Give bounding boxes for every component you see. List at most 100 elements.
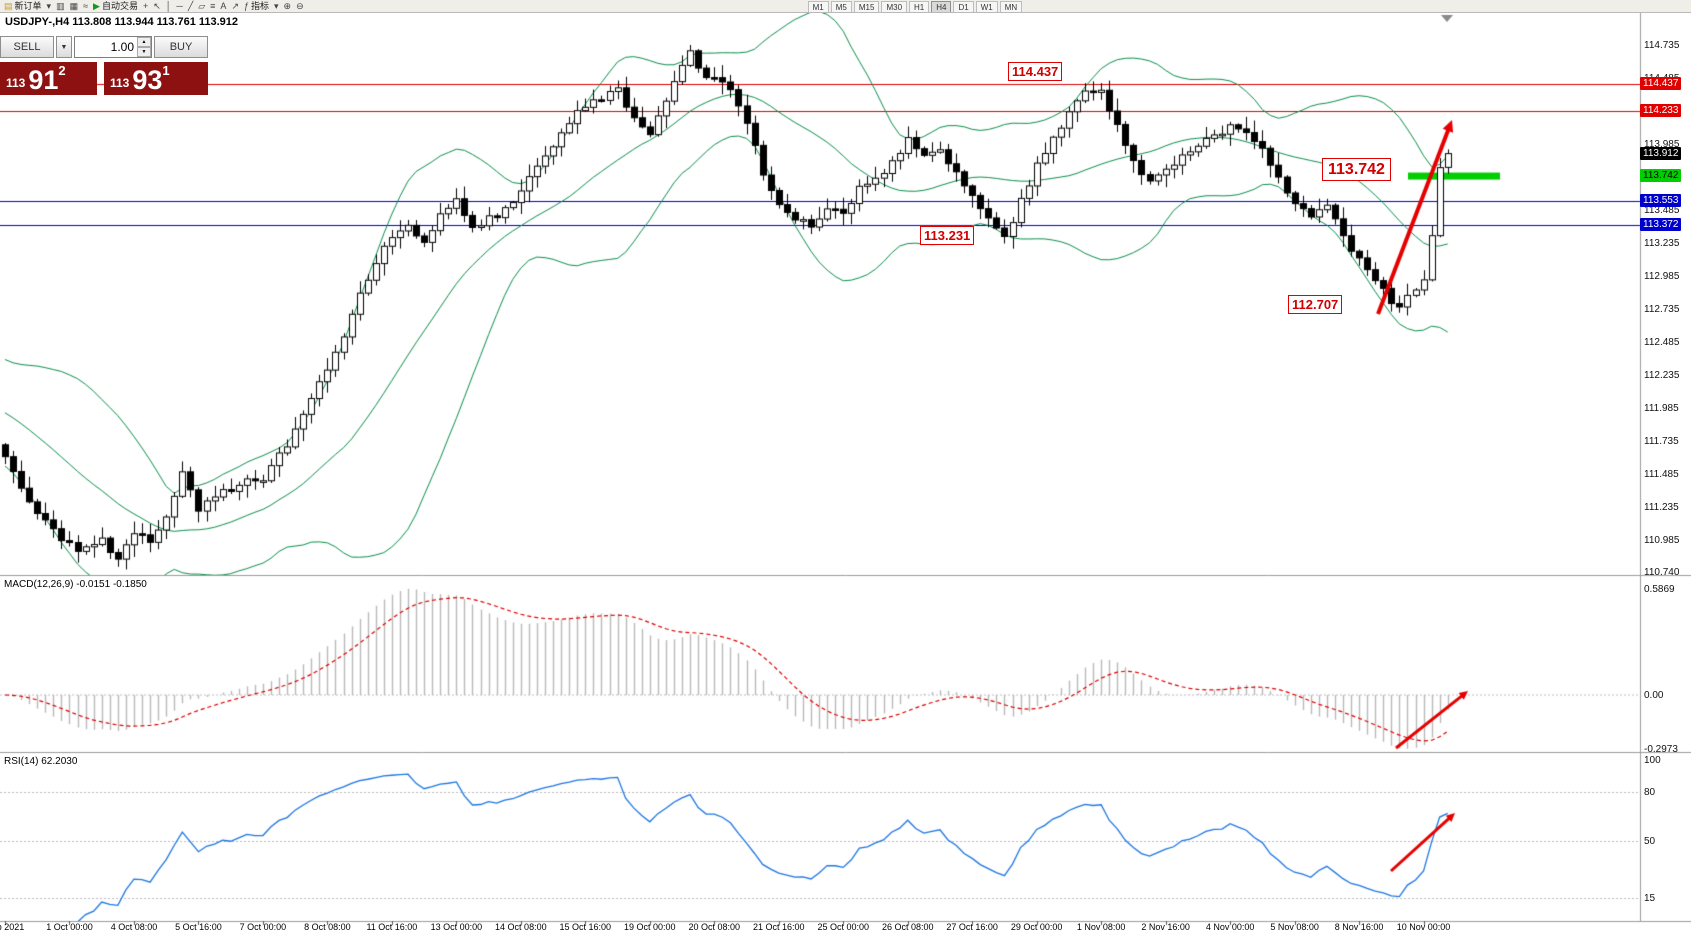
volume-control: ▲ ▼ — [74, 36, 152, 58]
new-order-dropdown-icon: ▾ — [46, 1, 52, 11]
annotation-113.231[interactable]: 113.231 — [920, 226, 975, 245]
price-label-111.485: 111.485 — [1644, 469, 1679, 480]
vertical-line-tool-icon: │ — [165, 1, 172, 11]
time-label-13: 25 Oct 00:00 — [817, 922, 869, 932]
buy-price-bigfigure: 113 — [110, 76, 130, 90]
new-order-dropdown[interactable]: ▾ — [45, 1, 54, 11]
price-label-110.740: 110.740 — [1644, 567, 1680, 579]
buy-price-pipette: 1 — [162, 63, 170, 78]
price-label-113.985: 113.985 — [1644, 139, 1680, 150]
time-label-16: 29 Oct 00:00 — [1010, 922, 1063, 932]
rsi-axis-label-50: 50 — [1644, 836, 1656, 847]
auto-trading-button-icon: ▶ — [93, 1, 100, 11]
sell-price-display[interactable]: 113 91 2 — [0, 62, 97, 95]
timeframe-w1-button[interactable]: W1 — [975, 1, 998, 12]
rsi-axis-label-100: 100 — [1644, 755, 1661, 766]
zoom-in-button[interactable]: ⊕ — [282, 1, 294, 11]
order-type-dropdown[interactable]: ▼ — [56, 36, 72, 58]
rsi-label: RSI(14) 62.2030 — [4, 756, 78, 767]
auto-trading-button-label: 自动交易 — [101, 1, 138, 11]
rsi-axis: 100 80 50 15 — [1640, 0, 1691, 934]
fibonacci-tool[interactable]: ≡ — [208, 1, 217, 11]
zoom-in-button-icon: ⊕ — [283, 1, 292, 11]
arrow-tool[interactable]: ↗ — [229, 1, 241, 11]
time-label-18: 2 Nov 16:00 — [1141, 922, 1190, 932]
rsi-axis-label-15: 15 — [1644, 892, 1656, 904]
chart-bars-button-icon: ▥ — [56, 1, 65, 11]
trade-panel-prices: 113 91 2 113 93 1 — [0, 62, 208, 95]
timeframe-h1-button[interactable]: H1 — [909, 1, 930, 12]
macd-axis: 0.5869 0.00 -0.2973 — [1640, 0, 1691, 934]
price-marker-113.912: 113.912 — [1640, 146, 1682, 160]
price-label-112.235: 112.235 — [1644, 370, 1680, 381]
volume-up-button[interactable]: ▲ — [137, 37, 151, 47]
time-label-9: 15 Oct 16:00 — [559, 922, 612, 932]
chart-bars-button[interactable]: ▥ — [54, 1, 67, 11]
crosshair-tool[interactable]: + — [141, 1, 150, 11]
time-label-15: 27 Oct 16:00 — [946, 922, 998, 932]
price-label-111.735: 111.735 — [1644, 436, 1679, 447]
new-order-button[interactable]: ▤ 新订单 — [2, 1, 44, 11]
cursor-tool[interactable]: ↖ — [151, 1, 163, 11]
annotation-114.437[interactable]: 114.437 — [1008, 62, 1063, 81]
timeframe-h4-button[interactable]: H4 — [931, 1, 952, 12]
indicators-dropdown-icon: ▾ — [274, 1, 279, 11]
timeframe-d1-button[interactable]: D1 — [953, 1, 974, 12]
annotation-112.707[interactable]: 112.707 — [1288, 295, 1343, 314]
trade-panel-controls: SELL ▼ ▲ ▼ BUY — [0, 36, 208, 58]
price-label-110.985: 110.985 — [1644, 535, 1680, 546]
buy-button[interactable]: BUY — [154, 36, 208, 58]
new-order-button-label: 新订单 — [14, 1, 42, 11]
price-label-112.485: 112.485 — [1644, 337, 1680, 348]
text-tool[interactable]: A — [218, 1, 228, 11]
indicators-dropdown[interactable]: ▾ — [272, 1, 281, 11]
time-label-14: 26 Oct 08:00 — [881, 922, 934, 932]
sell-price-bigfigure: 113 — [6, 76, 26, 90]
zoom-out-button-icon: ⊖ — [296, 1, 304, 11]
volume-input[interactable] — [74, 36, 152, 58]
chart-line-button-icon: ≈ — [83, 1, 89, 11]
zoom-out-button[interactable]: ⊖ — [294, 1, 306, 11]
trendline-tool-icon: ╱ — [187, 1, 194, 11]
chart-line-button[interactable]: ≈ — [81, 1, 90, 11]
volume-down-button[interactable]: ▼ — [137, 47, 151, 57]
price-label-114.735: 114.735 — [1644, 40, 1680, 51]
indicators-button-icon: ƒ — [243, 1, 249, 11]
time-label-5: 8 Oct 08:00 — [304, 922, 351, 932]
timeframe-m5-button[interactable]: M5 — [830, 1, 852, 12]
time-label-6: 11 Oct 16:00 — [366, 922, 418, 932]
timeframe-m30-button[interactable]: M30 — [881, 1, 908, 12]
time-label-1: 1 Oct 00:00 — [46, 922, 93, 932]
horizontal-line-tool[interactable]: ─ — [174, 1, 184, 11]
indicators-button-label: 指标 — [251, 1, 270, 11]
one-click-trade-panel: SELL ▼ ▲ ▼ BUY 113 91 2 113 93 1 — [0, 36, 208, 95]
price-marker-113.553: 113.553 — [1640, 194, 1682, 208]
text-tool-icon: A — [220, 1, 227, 11]
macd-axis-label-0.00: 0.00 — [1644, 690, 1664, 701]
time-axis[interactable]: Sep 2021 1 Oct 00:00 4 Oct 08:00 5 Oct 16:0… — [0, 922, 1640, 934]
annotation-113.742[interactable]: 113.742 — [1322, 158, 1391, 181]
price-marker-113.372: 113.372 — [1640, 217, 1682, 231]
time-label-17: 1 Nov 08:00 — [1076, 922, 1126, 932]
price-label-113.485: 113.485 — [1644, 205, 1680, 216]
crosshair-tool-icon: + — [142, 1, 149, 11]
auto-trading-button[interactable]: ▶ 自动交易 — [91, 1, 140, 11]
vertical-line-tool[interactable]: │ — [164, 1, 174, 11]
buy-price-pips: 93 — [132, 65, 163, 95]
trendline-tool[interactable]: ╱ — [186, 1, 195, 11]
price-label-111.235: 111.235 — [1644, 502, 1679, 513]
chart-candles-button[interactable]: ▦ — [68, 1, 81, 11]
buy-price-display[interactable]: 113 93 1 — [104, 62, 208, 95]
time-label-0: Sep 2021 — [0, 922, 25, 932]
timeframe-m15-button[interactable]: M15 — [853, 1, 880, 12]
time-label-12: 21 Oct 16:00 — [752, 922, 805, 932]
timeframe-m1-button[interactable]: M1 — [807, 1, 829, 12]
channel-tool[interactable]: ▱ — [196, 1, 207, 11]
price-axis[interactable]: 114.735114.485113.985113.485113.235112.9… — [1640, 0, 1691, 934]
price-marker-114.437: 114.437 — [1640, 77, 1682, 91]
timeframe-mn-button[interactable]: MN — [999, 1, 1023, 12]
sell-button[interactable]: SELL — [0, 36, 54, 58]
indicators-button[interactable]: ƒ 指标 — [242, 1, 271, 11]
